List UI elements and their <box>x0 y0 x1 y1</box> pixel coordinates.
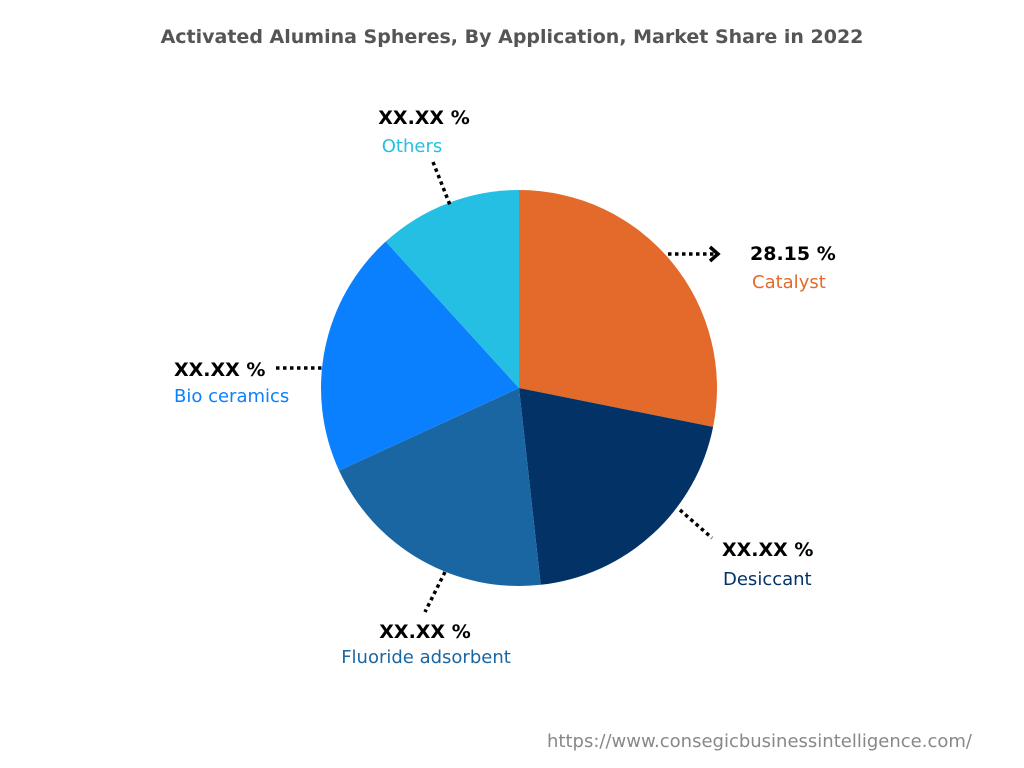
label-value-others: XX.XX % <box>378 107 469 129</box>
label-name-desiccant: Desiccant <box>723 569 812 590</box>
label-name-bio: Bio ceramics <box>174 386 289 407</box>
pie-slice-desiccant <box>519 388 714 585</box>
pie-slice-others <box>385 190 519 388</box>
leader-line-fluoride <box>423 571 447 613</box>
label-value-bio: XX.XX % <box>174 359 265 381</box>
leader-line-desiccant <box>678 508 714 540</box>
chart-title: Activated Alumina Spheres, By Applicatio… <box>160 26 864 48</box>
source-url[interactable]: https://www.consegicbusinessintelligence… <box>547 731 972 752</box>
label-value-fluoride: XX.XX % <box>379 621 470 643</box>
label-value-catalyst: 28.15 % <box>750 243 836 265</box>
pie-slice-fluoride-adsorbent <box>339 388 541 586</box>
pie-slice-catalyst <box>519 190 717 427</box>
arrow-head-icon <box>708 245 721 263</box>
label-name-others: Others <box>382 136 443 157</box>
label-name-catalyst: Catalyst <box>752 272 826 293</box>
pie-slice-bio-ceramics <box>321 241 519 471</box>
leader-line-others <box>431 161 452 206</box>
label-name-fluoride: Fluoride adsorbent <box>341 647 511 668</box>
label-value-desiccant: XX.XX % <box>722 539 813 561</box>
